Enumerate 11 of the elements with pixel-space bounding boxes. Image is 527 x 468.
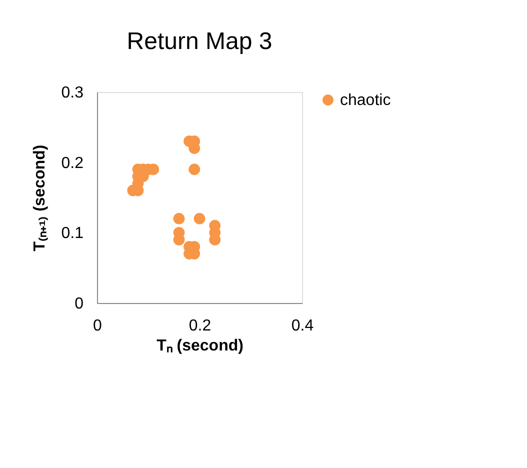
- y-tick-label: 0.3: [61, 84, 84, 102]
- x-axis-title: Tₙ (second): [156, 338, 244, 354]
- x-tick-label: 0: [93, 318, 102, 334]
- y-tick-label: 0.1: [61, 225, 84, 242]
- x-tick-label: 0.2: [188, 318, 212, 334]
- y-axis-title: T₍ₙ₊₁₎ (second): [31, 144, 48, 252]
- chart-title: Return Map 3: [126, 28, 272, 55]
- y-tick-label: 0: [74, 296, 84, 312]
- y-tick-label: 0.2: [61, 154, 84, 172]
- legend-label: chaotic: [340, 92, 391, 109]
- x-tick-label: 0.4: [291, 318, 314, 334]
